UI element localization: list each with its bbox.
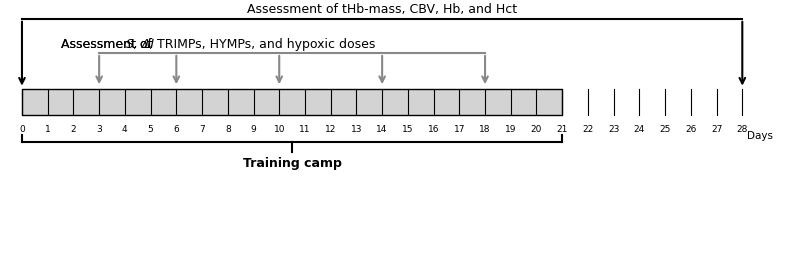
Text: 24: 24: [634, 125, 645, 134]
Text: 18: 18: [480, 125, 491, 134]
Text: 17: 17: [453, 125, 465, 134]
Text: Days: Days: [747, 131, 773, 141]
Text: 22: 22: [582, 125, 593, 134]
Text: 16: 16: [428, 125, 439, 134]
Text: Assessment of: Assessment of: [61, 38, 156, 51]
Text: 1: 1: [45, 125, 51, 134]
Text: S, ΔI: S, ΔI: [126, 38, 155, 51]
Bar: [22, 89, 562, 115]
Text: 13: 13: [351, 125, 362, 134]
Text: 11: 11: [299, 125, 310, 134]
Text: 23: 23: [608, 125, 619, 134]
Text: Assessment of: Assessment of: [61, 38, 156, 51]
Text: 6: 6: [174, 125, 179, 134]
Text: 14: 14: [377, 125, 388, 134]
Text: 15: 15: [402, 125, 414, 134]
Text: 4: 4: [122, 125, 128, 134]
Text: 19: 19: [505, 125, 517, 134]
Text: 2: 2: [70, 125, 76, 134]
Text: 9: 9: [250, 125, 257, 134]
Text: 0: 0: [19, 125, 24, 134]
Text: 7: 7: [199, 125, 205, 134]
Text: Assessment of tHb-mass, CBV, Hb, and Hct: Assessment of tHb-mass, CBV, Hb, and Hct: [247, 3, 517, 16]
Text: 26: 26: [685, 125, 697, 134]
Text: 10: 10: [273, 125, 285, 134]
Text: 25: 25: [660, 125, 671, 134]
Text: 27: 27: [711, 125, 722, 134]
Text: Training camp: Training camp: [243, 157, 341, 170]
Text: 12: 12: [325, 125, 337, 134]
Text: 28: 28: [736, 125, 748, 134]
Text: 5: 5: [148, 125, 153, 134]
Text: 8: 8: [225, 125, 231, 134]
Text: 21: 21: [556, 125, 568, 134]
Text: 3: 3: [96, 125, 102, 134]
Text: , TRIMPs, HYMPs, and hypoxic doses: , TRIMPs, HYMPs, and hypoxic doses: [149, 38, 375, 51]
Text: 20: 20: [531, 125, 542, 134]
